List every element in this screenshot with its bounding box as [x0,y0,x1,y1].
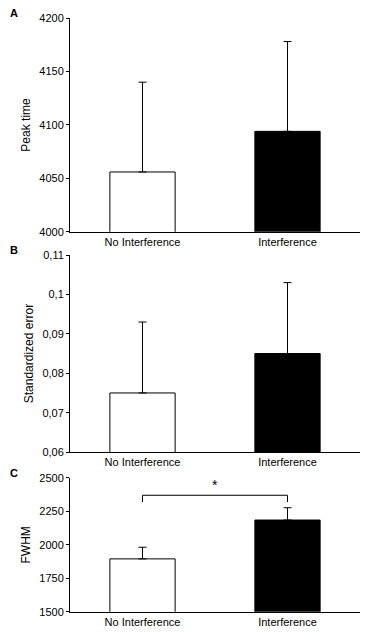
svg-text:No Interference: No Interference [105,236,181,248]
svg-text:0,07: 0,07 [42,407,63,419]
svg-text:No Interference: No Interference [105,616,181,628]
svg-text:4050: 4050 [39,172,63,184]
svg-text:0,11: 0,11 [43,249,64,261]
svg-text:0,1: 0,1 [49,288,64,300]
svg-text:1500: 1500 [39,606,63,618]
svg-text:0,08: 0,08 [42,367,63,379]
svg-text:FWHM: FWHM [19,526,33,563]
svg-text:Interference: Interference [258,236,317,248]
svg-text:Standardized error: Standardized error [22,304,36,403]
svg-text:A: A [10,7,18,19]
svg-text:4150: 4150 [39,65,63,77]
svg-text:*: * [212,477,218,493]
svg-text:4100: 4100 [39,119,63,131]
svg-text:No Interference: No Interference [105,456,181,468]
svg-text:C: C [10,467,18,479]
svg-text:Interference: Interference [258,616,317,628]
svg-text:2000: 2000 [39,539,63,551]
svg-text:Peak time: Peak time [19,98,33,152]
svg-text:Interference: Interference [258,456,317,468]
svg-text:2250: 2250 [39,505,63,517]
svg-text:0,09: 0,09 [42,328,63,340]
svg-text:4200: 4200 [39,12,63,24]
svg-text:2500: 2500 [39,472,63,484]
svg-text:0,06: 0,06 [42,446,63,458]
svg-text:4000: 4000 [39,226,63,238]
svg-text:1750: 1750 [39,572,63,584]
svg-text:B: B [10,244,18,256]
